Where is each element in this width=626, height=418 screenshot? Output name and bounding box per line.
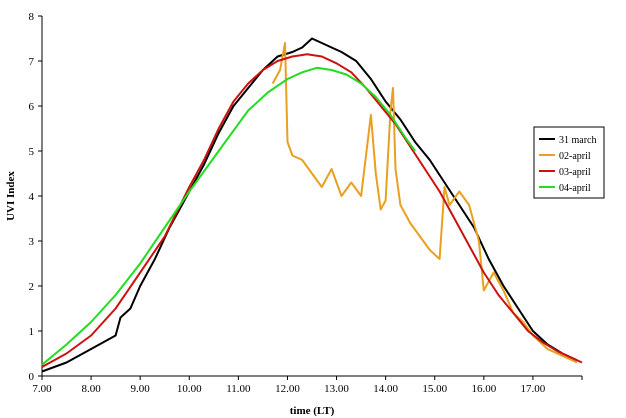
x-tick-label: 7.00 bbox=[32, 383, 52, 395]
y-tick-label: 6 bbox=[29, 101, 35, 113]
x-tick-label: 11.00 bbox=[226, 383, 251, 395]
plot-area bbox=[41, 37, 583, 373]
series-line-03-april bbox=[41, 53, 583, 368]
series-line-31-march bbox=[41, 37, 578, 373]
y-tick-labels: 0 1 2 3 4 5 6 7 8 bbox=[29, 11, 42, 383]
y-tick-label: 0 bbox=[29, 371, 35, 383]
x-tick-label: 10.00 bbox=[177, 383, 202, 395]
x-tick-label: 8.00 bbox=[81, 383, 101, 395]
x-tick-label: 13.00 bbox=[324, 383, 349, 395]
x-tick-label: 9.00 bbox=[131, 383, 151, 395]
y-tick-label: 3 bbox=[29, 236, 35, 248]
y-tick-label: 1 bbox=[29, 326, 35, 338]
x-tick-label: 15.00 bbox=[422, 383, 447, 395]
x-tick-labels: 7.00 8.00 9.00 10.00 11.00 12.00 13.00 14.00 15.… bbox=[32, 376, 583, 395]
x-tick-label: 14.00 bbox=[373, 383, 398, 395]
x-tick-label: 17.00 bbox=[521, 383, 546, 395]
series-line-02-april bbox=[271, 42, 578, 364]
x-tick-label: 12.00 bbox=[275, 383, 300, 395]
x-axis-label: time (LT) bbox=[290, 405, 335, 417]
y-axis-label: UVI Index bbox=[5, 171, 17, 221]
legend-label-02-april: 02-april bbox=[559, 151, 591, 162]
legend-label-03-april: 03-april bbox=[559, 167, 591, 178]
y-tick-label: 4 bbox=[29, 191, 35, 203]
legend: 31 march 02-april 03-april 04-april bbox=[533, 126, 605, 199]
y-tick-label: 7 bbox=[29, 56, 35, 68]
legend-label-04-april: 04-april bbox=[559, 183, 591, 194]
y-tick-label: 5 bbox=[29, 146, 35, 158]
series-line-04-april bbox=[41, 66, 416, 366]
legend-label-31-march: 31 march bbox=[559, 135, 597, 146]
x-tick-label: 16.00 bbox=[471, 383, 496, 395]
y-tick-label: 8 bbox=[29, 11, 35, 23]
y-tick-label: 2 bbox=[29, 281, 35, 293]
